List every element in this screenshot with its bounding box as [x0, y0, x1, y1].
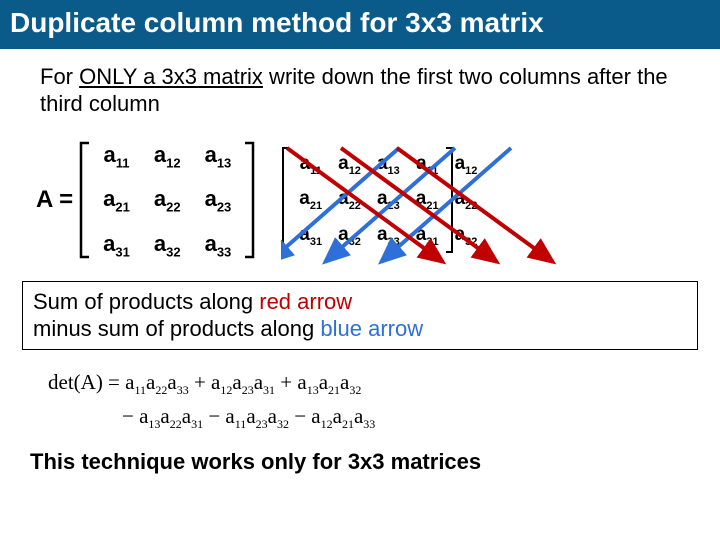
intro-prefix: For [40, 64, 79, 89]
cell: a21 [408, 182, 447, 218]
cell: a32 [330, 218, 369, 254]
cell: a21 [91, 178, 142, 222]
box-red: red arrow [259, 289, 352, 314]
cell: a11 [91, 134, 142, 178]
cell: a22 [142, 178, 193, 222]
cell: a12 [142, 134, 193, 178]
right-bracket-icon [243, 141, 255, 259]
cell: a23 [193, 178, 244, 222]
box-p2: minus sum of products along [33, 316, 320, 341]
cell: a12 [330, 147, 369, 183]
cell: a21 [291, 182, 330, 218]
cell: a11 [291, 147, 330, 183]
footer-note: This technique works only for 3x3 matric… [0, 443, 720, 475]
cell: a31 [91, 223, 142, 267]
matrix-a: A = a11 a12 a13 a21 a22 a23 a31 a32 a33 [36, 134, 255, 267]
matrix-a-grid: a11 a12 a13 a21 a22 a23 a31 a32 a33 [91, 134, 243, 267]
det-line-1: det(A) = a11a22a33 + a12a23a31 + a13a21a… [48, 366, 680, 400]
matrices-row: A = a11 a12 a13 a21 a22 a23 a31 a32 a33 [0, 124, 720, 273]
cell: a13 [193, 134, 244, 178]
right-bracket-icon [444, 146, 454, 254]
box-blue: blue arrow [320, 316, 423, 341]
left-bracket-icon [79, 141, 91, 259]
cell: a33 [369, 218, 408, 254]
cell: a33 [193, 223, 244, 267]
cell: a31 [408, 218, 447, 254]
determinant-formula: det(A) = a11a22a33 + a12a23a31 + a13a21a… [0, 362, 720, 443]
cell: a31 [291, 218, 330, 254]
cell: a13 [369, 147, 408, 183]
intro-emph: ONLY a 3x3 matrix [79, 64, 263, 89]
cell: a32 [142, 223, 193, 267]
cell: a23 [369, 182, 408, 218]
slide-title: Duplicate column method for 3x3 matrix [0, 0, 720, 49]
intro-text: For ONLY a 3x3 matrix write down the fir… [0, 49, 720, 124]
box-p1: Sum of products along [33, 289, 259, 314]
matrix-a-label: A = [36, 186, 73, 214]
cell: a22 [330, 182, 369, 218]
cell: a11 [408, 147, 447, 183]
left-bracket-icon [281, 146, 291, 254]
matrix-ext-grid: a11 a12 a13 a11 a12 a21 a22 a23 a21 a22 … [291, 147, 485, 254]
matrix-extended: a11 a12 a13 a11 a12 a21 a22 a23 a21 a22 … [281, 146, 485, 254]
summary-box: Sum of products along red arrow minus su… [22, 281, 698, 350]
det-line-2: − a13a22a31 − a11a23a32 − a12a21a33 [48, 400, 680, 434]
